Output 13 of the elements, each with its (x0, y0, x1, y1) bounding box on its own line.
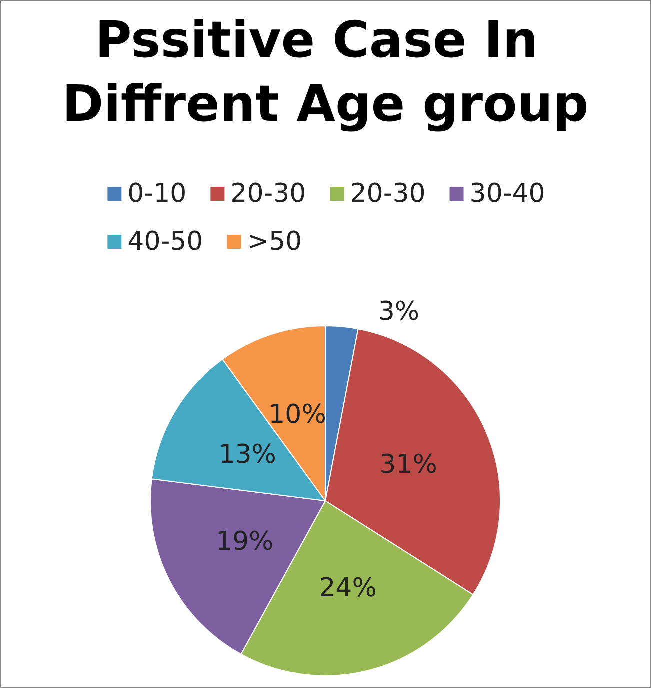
data-label: 31% (380, 450, 438, 480)
data-label: 24% (319, 574, 377, 604)
data-label: 13% (218, 440, 276, 470)
data-label: 19% (216, 527, 274, 558)
legend-label: 40-50 (128, 227, 204, 257)
legend-label: 0-10 (128, 179, 187, 209)
data-label: 10% (268, 400, 326, 430)
data-label: 3% (378, 296, 420, 327)
legend-label: >50 (247, 227, 302, 257)
slice-label: 20-30 (350, 179, 426, 209)
chart-title: Pssitive Case In Diffrent Age group (62, 11, 589, 133)
legend-label: 30-40 (470, 179, 546, 209)
legend-label: 20-30 (230, 179, 306, 209)
